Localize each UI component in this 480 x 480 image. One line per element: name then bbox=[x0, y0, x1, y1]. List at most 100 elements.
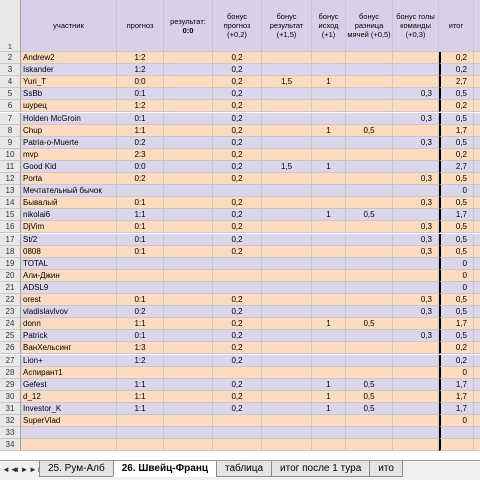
bonus-result-cell[interactable] bbox=[262, 100, 312, 113]
bonus-forecast-cell[interactable]: 0,2 bbox=[213, 148, 262, 161]
total-cell[interactable]: 0,2 bbox=[439, 342, 474, 355]
tail-cell[interactable] bbox=[474, 306, 480, 319]
bonus-goal-diff-cell[interactable] bbox=[346, 64, 393, 77]
bonus-forecast-cell[interactable]: 0,2 bbox=[213, 233, 262, 246]
bonus-goal-diff-cell[interactable] bbox=[346, 294, 393, 307]
bonus-team-goals-cell[interactable] bbox=[393, 185, 439, 198]
total-cell[interactable]: 0,5 bbox=[439, 245, 474, 258]
bonus-outcome-cell[interactable]: 1 bbox=[312, 160, 346, 173]
header-bonus-result[interactable]: бонус результат (+1,5) bbox=[262, 0, 312, 52]
row-number[interactable]: 26 bbox=[0, 342, 21, 355]
bonus-outcome-cell[interactable] bbox=[312, 221, 346, 234]
forecast-cell[interactable] bbox=[117, 281, 164, 294]
result-cell[interactable] bbox=[164, 342, 213, 355]
row-number[interactable]: 27 bbox=[0, 354, 21, 367]
total-cell[interactable]: 0,5 bbox=[439, 136, 474, 149]
tail-cell[interactable] bbox=[474, 415, 480, 428]
forecast-cell[interactable]: 1:2 bbox=[117, 64, 164, 77]
bonus-result-cell[interactable] bbox=[262, 88, 312, 101]
bonus-team-goals-cell[interactable]: 0,3 bbox=[393, 136, 439, 149]
forecast-cell[interactable]: 0:2 bbox=[117, 306, 164, 319]
result-cell[interactable] bbox=[164, 366, 213, 379]
bonus-result-cell[interactable] bbox=[262, 112, 312, 125]
bonus-result-cell[interactable] bbox=[262, 269, 312, 282]
bonus-team-goals-cell[interactable] bbox=[393, 402, 439, 415]
tail-cell[interactable] bbox=[474, 173, 480, 186]
bonus-team-goals-cell[interactable]: 0,3 bbox=[393, 197, 439, 210]
result-cell[interactable] bbox=[164, 245, 213, 258]
participant-cell[interactable]: orest bbox=[21, 294, 117, 307]
participant-cell[interactable]: Patria-o-Muerte bbox=[21, 136, 117, 149]
bonus-result-cell[interactable] bbox=[262, 64, 312, 77]
bonus-goal-diff-cell[interactable] bbox=[346, 76, 393, 89]
forecast-cell[interactable]: 0:0 bbox=[117, 76, 164, 89]
result-cell[interactable] bbox=[164, 185, 213, 198]
bonus-goal-diff-cell[interactable] bbox=[346, 439, 393, 452]
total-cell[interactable]: 0,5 bbox=[439, 233, 474, 246]
participant-cell[interactable] bbox=[21, 427, 117, 440]
bonus-result-cell[interactable] bbox=[262, 281, 312, 294]
bonus-team-goals-cell[interactable]: 0,3 bbox=[393, 233, 439, 246]
row-number[interactable]: 16 bbox=[0, 221, 21, 234]
result-cell[interactable] bbox=[164, 354, 213, 367]
tail-cell[interactable] bbox=[474, 342, 480, 355]
tail-cell[interactable] bbox=[474, 354, 480, 367]
row-number[interactable]: 11 bbox=[0, 160, 21, 173]
forecast-cell[interactable]: 1:1 bbox=[117, 402, 164, 415]
bonus-goal-diff-cell[interactable] bbox=[346, 306, 393, 319]
bonus-team-goals-cell[interactable]: 0,3 bbox=[393, 112, 439, 125]
total-cell[interactable]: 1,7 bbox=[439, 390, 474, 403]
bonus-result-cell[interactable] bbox=[262, 124, 312, 137]
total-cell[interactable]: 0,5 bbox=[439, 173, 474, 186]
participant-cell[interactable]: 0808 bbox=[21, 245, 117, 258]
header-bonus-goal-diff[interactable]: бонус разница мячей (+0,5) bbox=[346, 0, 393, 52]
bonus-outcome-cell[interactable] bbox=[312, 148, 346, 161]
tail-cell[interactable] bbox=[474, 245, 480, 258]
row-number[interactable]: 22 bbox=[0, 294, 21, 307]
forecast-cell[interactable] bbox=[117, 439, 164, 452]
bonus-team-goals-cell[interactable] bbox=[393, 427, 439, 440]
bonus-forecast-cell[interactable]: 0,2 bbox=[213, 197, 262, 210]
row-number[interactable]: 14 bbox=[0, 197, 21, 210]
bonus-result-cell[interactable] bbox=[262, 402, 312, 415]
forecast-cell[interactable]: 1:3 bbox=[117, 342, 164, 355]
bonus-goal-diff-cell[interactable] bbox=[346, 281, 393, 294]
bonus-outcome-cell[interactable]: 1 bbox=[312, 76, 346, 89]
tail-cell[interactable] bbox=[474, 197, 480, 210]
bonus-outcome-cell[interactable] bbox=[312, 112, 346, 125]
bonus-outcome-cell[interactable] bbox=[312, 342, 346, 355]
forecast-cell[interactable]: 0:1 bbox=[117, 294, 164, 307]
total-cell[interactable]: 0,5 bbox=[439, 197, 474, 210]
tab-ito[interactable]: ито bbox=[369, 461, 403, 477]
bonus-outcome-cell[interactable] bbox=[312, 330, 346, 343]
bonus-result-cell[interactable] bbox=[262, 306, 312, 319]
bonus-forecast-cell[interactable]: 0,2 bbox=[213, 88, 262, 101]
bonus-goal-diff-cell[interactable] bbox=[346, 221, 393, 234]
bonus-result-cell[interactable] bbox=[262, 378, 312, 391]
forecast-cell[interactable]: 0:1 bbox=[117, 88, 164, 101]
bonus-outcome-cell[interactable] bbox=[312, 257, 346, 270]
result-cell[interactable] bbox=[164, 257, 213, 270]
row-number[interactable]: 7 bbox=[0, 112, 21, 125]
total-cell[interactable]: 0 bbox=[439, 257, 474, 270]
tail-cell[interactable] bbox=[474, 88, 480, 101]
bonus-forecast-cell[interactable] bbox=[213, 415, 262, 428]
bonus-forecast-cell[interactable]: 0,2 bbox=[213, 221, 262, 234]
bonus-team-goals-cell[interactable]: 0,3 bbox=[393, 330, 439, 343]
tab-rum-alb[interactable]: 25. Рум-Алб bbox=[39, 461, 114, 477]
total-cell[interactable]: 0 bbox=[439, 281, 474, 294]
bonus-team-goals-cell[interactable]: 0,3 bbox=[393, 221, 439, 234]
bonus-result-cell[interactable] bbox=[262, 342, 312, 355]
forecast-cell[interactable]: 0:2 bbox=[117, 136, 164, 149]
forecast-cell[interactable] bbox=[117, 185, 164, 198]
bonus-outcome-cell[interactable] bbox=[312, 64, 346, 77]
bonus-outcome-cell[interactable] bbox=[312, 366, 346, 379]
tail-cell[interactable] bbox=[474, 136, 480, 149]
total-cell[interactable]: 2,7 bbox=[439, 76, 474, 89]
bonus-outcome-cell[interactable] bbox=[312, 281, 346, 294]
bonus-goal-diff-cell[interactable] bbox=[346, 342, 393, 355]
forecast-cell[interactable]: 0:0 bbox=[117, 160, 164, 173]
row-number[interactable]: 8 bbox=[0, 124, 21, 137]
bonus-goal-diff-cell[interactable] bbox=[346, 427, 393, 440]
result-cell[interactable] bbox=[164, 112, 213, 125]
